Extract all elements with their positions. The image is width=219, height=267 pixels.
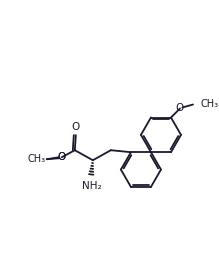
Text: O: O [176, 104, 184, 113]
Text: O: O [58, 152, 66, 162]
Text: NH₂: NH₂ [82, 181, 102, 191]
Text: CH₃: CH₃ [200, 100, 218, 109]
Text: CH₃: CH₃ [27, 154, 45, 164]
Text: O: O [58, 152, 66, 162]
Text: O: O [72, 121, 80, 132]
